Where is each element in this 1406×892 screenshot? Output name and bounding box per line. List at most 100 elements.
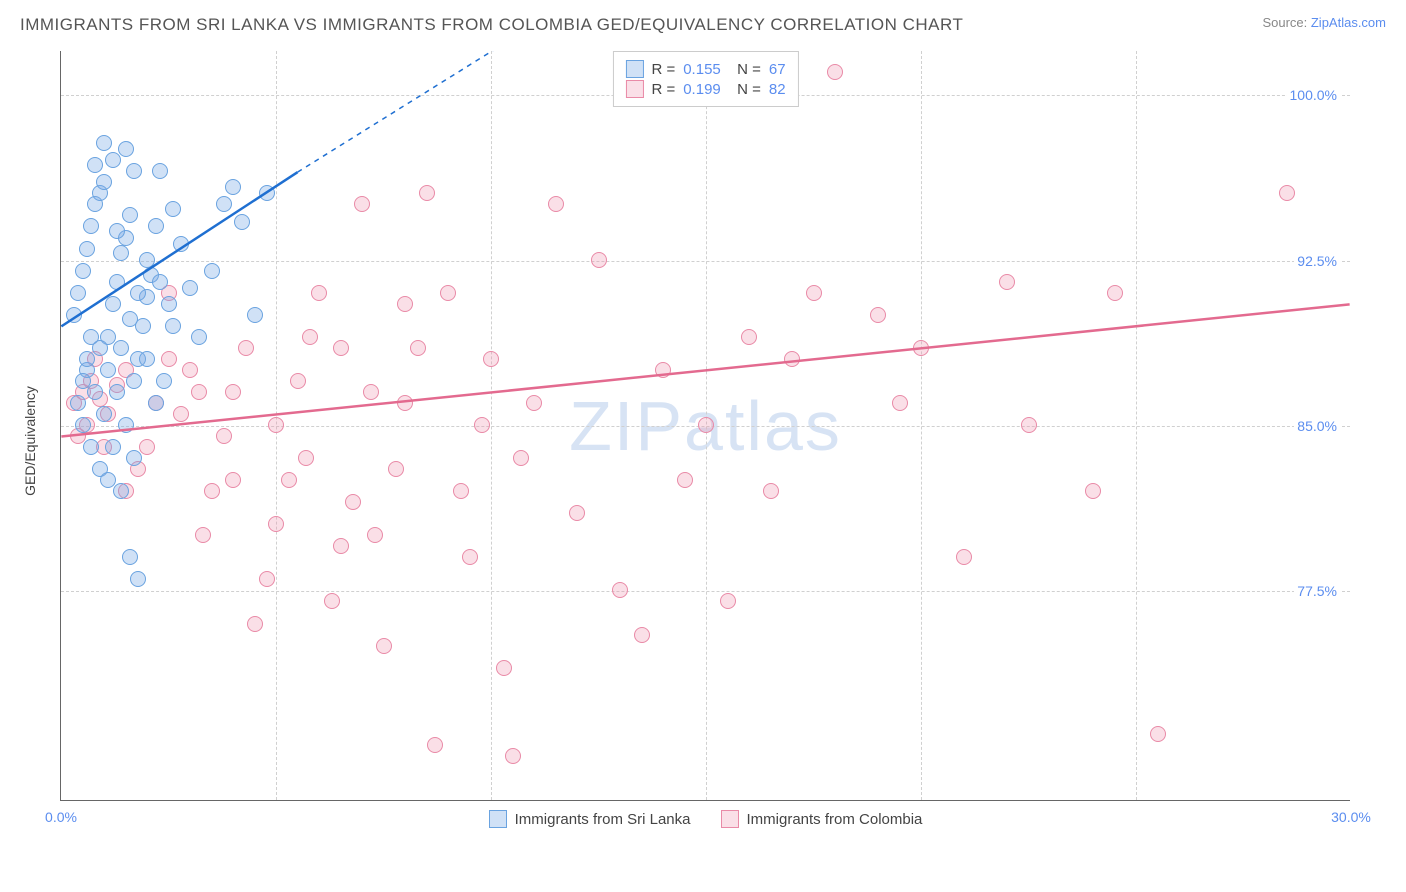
scatter-point xyxy=(913,340,929,356)
scatter-point xyxy=(462,549,478,565)
scatter-point xyxy=(87,384,103,400)
scatter-point xyxy=(247,307,263,323)
scatter-point xyxy=(75,263,91,279)
scatter-point xyxy=(216,428,232,444)
scatter-point xyxy=(126,373,142,389)
scatter-point xyxy=(122,549,138,565)
series-legend-item: Immigrants from Sri Lanka xyxy=(489,810,691,828)
scatter-point xyxy=(105,439,121,455)
scatter-point xyxy=(483,351,499,367)
scatter-point xyxy=(1085,483,1101,499)
scatter-point xyxy=(118,417,134,433)
scatter-point xyxy=(173,236,189,252)
scatter-point xyxy=(225,384,241,400)
legend-swatch xyxy=(489,810,507,828)
scatter-point xyxy=(191,384,207,400)
scatter-point xyxy=(354,196,370,212)
gridline-v xyxy=(491,51,492,800)
scatter-point xyxy=(397,395,413,411)
scatter-point xyxy=(96,174,112,190)
scatter-point xyxy=(66,307,82,323)
y-axis-label: GED/Equivalency xyxy=(22,386,38,496)
scatter-point xyxy=(698,417,714,433)
x-tick-label: 0.0% xyxy=(45,809,77,825)
scatter-point xyxy=(70,395,86,411)
legend-swatch xyxy=(721,810,739,828)
scatter-point xyxy=(109,274,125,290)
scatter-point xyxy=(216,196,232,212)
scatter-point xyxy=(148,218,164,234)
scatter-point xyxy=(225,472,241,488)
scatter-point xyxy=(105,152,121,168)
scatter-point xyxy=(122,207,138,223)
scatter-point xyxy=(741,329,757,345)
stats-legend: R = 0.155 N = 67R = 0.199 N = 82 xyxy=(612,51,798,107)
scatter-point xyxy=(130,285,146,301)
scatter-point xyxy=(324,593,340,609)
scatter-point xyxy=(113,483,129,499)
scatter-point xyxy=(1279,185,1295,201)
scatter-point xyxy=(827,64,843,80)
scatter-point xyxy=(87,157,103,173)
scatter-point xyxy=(333,340,349,356)
scatter-point xyxy=(259,185,275,201)
source-link[interactable]: ZipAtlas.com xyxy=(1311,15,1386,30)
scatter-point xyxy=(634,627,650,643)
x-tick-label: 30.0% xyxy=(1331,809,1371,825)
scatter-point xyxy=(956,549,972,565)
scatter-point xyxy=(259,571,275,587)
scatter-point xyxy=(152,274,168,290)
chart-container: GED/Equivalency ZIPatlas R = 0.155 N = 6… xyxy=(20,41,1386,841)
scatter-point xyxy=(268,516,284,532)
scatter-point xyxy=(333,538,349,554)
scatter-point xyxy=(453,483,469,499)
plot-area: ZIPatlas R = 0.155 N = 67R = 0.199 N = 8… xyxy=(60,51,1350,801)
scatter-point xyxy=(677,472,693,488)
y-tick-label: 77.5% xyxy=(1294,583,1340,599)
scatter-point xyxy=(225,179,241,195)
scatter-point xyxy=(363,384,379,400)
scatter-point xyxy=(75,417,91,433)
scatter-point xyxy=(345,494,361,510)
y-tick-label: 92.5% xyxy=(1294,253,1340,269)
scatter-point xyxy=(247,616,263,632)
scatter-point xyxy=(569,505,585,521)
scatter-point xyxy=(290,373,306,389)
stats-legend-row: R = 0.155 N = 67 xyxy=(625,60,785,78)
source-label: Source: ZipAtlas.com xyxy=(1262,15,1386,30)
scatter-point xyxy=(148,395,164,411)
scatter-point xyxy=(165,318,181,334)
scatter-point xyxy=(79,241,95,257)
scatter-point xyxy=(113,340,129,356)
scatter-point xyxy=(302,329,318,345)
series-legend-item: Immigrants from Colombia xyxy=(721,810,923,828)
scatter-point xyxy=(655,362,671,378)
scatter-point xyxy=(96,406,112,422)
scatter-point xyxy=(161,296,177,312)
y-tick-label: 85.0% xyxy=(1294,418,1340,434)
scatter-point xyxy=(870,307,886,323)
scatter-point xyxy=(612,582,628,598)
scatter-point xyxy=(75,373,91,389)
scatter-point xyxy=(126,163,142,179)
scatter-point xyxy=(109,384,125,400)
scatter-point xyxy=(763,483,779,499)
scatter-point xyxy=(152,163,168,179)
scatter-point xyxy=(122,311,138,327)
y-tick-label: 100.0% xyxy=(1287,87,1340,103)
scatter-point xyxy=(440,285,456,301)
scatter-point xyxy=(113,245,129,261)
scatter-point xyxy=(182,280,198,296)
scatter-point xyxy=(806,285,822,301)
scatter-point xyxy=(238,340,254,356)
scatter-point xyxy=(70,285,86,301)
scatter-point xyxy=(281,472,297,488)
scatter-point xyxy=(397,296,413,312)
scatter-point xyxy=(388,461,404,477)
scatter-point xyxy=(496,660,512,676)
scatter-point xyxy=(410,340,426,356)
gridline-v xyxy=(1136,51,1137,800)
scatter-point xyxy=(298,450,314,466)
scatter-point xyxy=(83,218,99,234)
scatter-point xyxy=(165,201,181,217)
